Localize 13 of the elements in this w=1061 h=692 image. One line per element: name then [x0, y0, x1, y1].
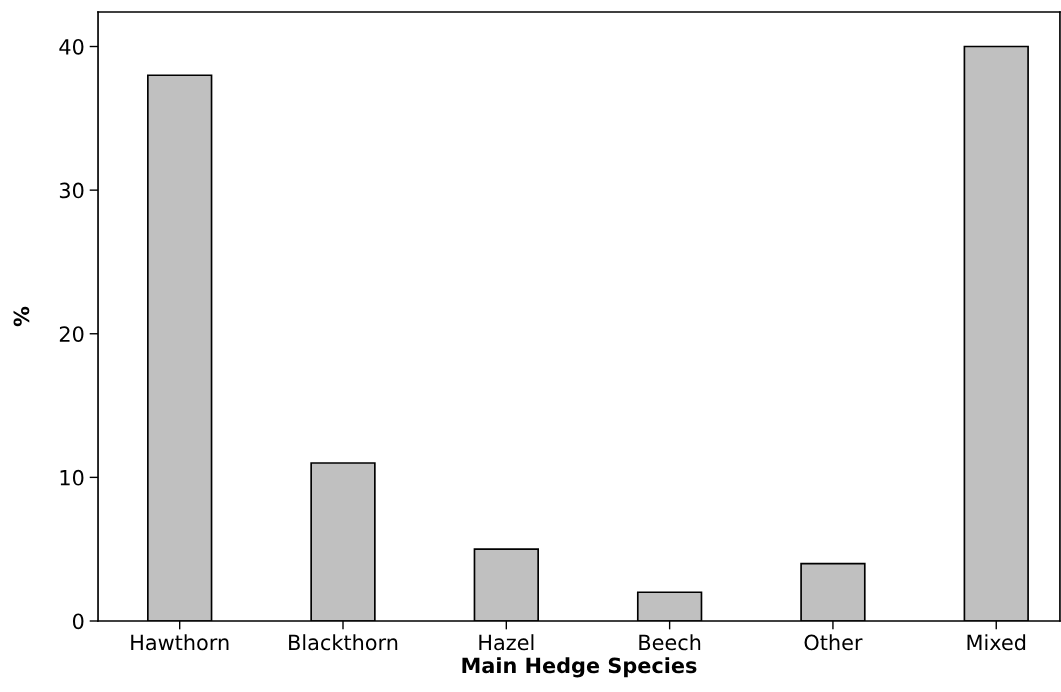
- y-axis-title: %: [13, 306, 30, 327]
- x-tick-label: Hawthorn: [131, 634, 229, 651]
- y-tick-label: 10: [60, 469, 84, 486]
- y-tick-label: 20: [59, 326, 84, 342]
- y-tick-label: 0: [72, 613, 84, 630]
- y-tick-label: 30: [59, 182, 84, 199]
- y-tick-label: 40: [59, 38, 84, 55]
- x-tick-label: Hazel: [479, 634, 534, 651]
- x-axis-title: Main Hedge Species: [462, 657, 697, 678]
- x-tick-label: Other: [804, 634, 863, 651]
- x-tick-label: Beech: [639, 634, 701, 651]
- x-tick-label: Blackthorn: [289, 634, 398, 651]
- x-tick-label: Mixed: [967, 634, 1026, 651]
